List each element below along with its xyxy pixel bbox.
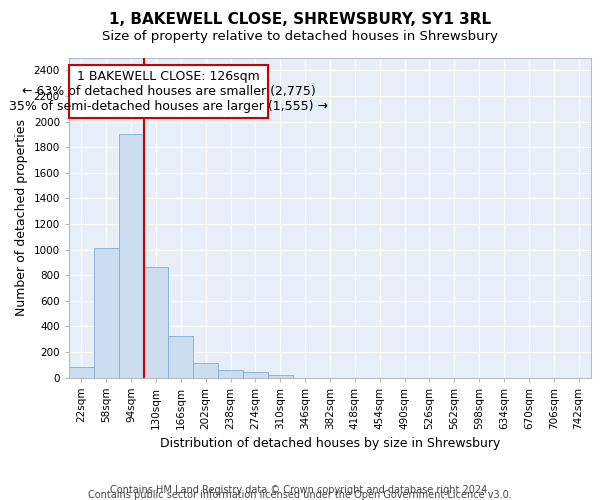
Text: 35% of semi-detached houses are larger (1,555) →: 35% of semi-detached houses are larger (… (9, 100, 328, 113)
Text: Contains HM Land Registry data © Crown copyright and database right 2024.: Contains HM Land Registry data © Crown c… (110, 485, 490, 495)
X-axis label: Distribution of detached houses by size in Shrewsbury: Distribution of detached houses by size … (160, 437, 500, 450)
Bar (243, 372, 268, 378)
Text: Contains public sector information licensed under the Open Government Licence v3: Contains public sector information licen… (88, 490, 512, 500)
Bar (119, 134, 143, 378)
Text: 1 BAKEWELL CLOSE: 126sqm: 1 BAKEWELL CLOSE: 126sqm (77, 70, 260, 83)
Bar (218, 370, 243, 378)
FancyBboxPatch shape (69, 64, 268, 118)
Bar (94, 248, 119, 378)
Bar (69, 368, 94, 378)
Y-axis label: Number of detached properties: Number of detached properties (15, 119, 28, 316)
Bar (193, 363, 218, 378)
Bar (143, 268, 169, 378)
Text: 1, BAKEWELL CLOSE, SHREWSBURY, SY1 3RL: 1, BAKEWELL CLOSE, SHREWSBURY, SY1 3RL (109, 12, 491, 28)
Bar (169, 336, 193, 378)
Text: Size of property relative to detached houses in Shrewsbury: Size of property relative to detached ho… (102, 30, 498, 43)
Text: ← 63% of detached houses are smaller (2,775): ← 63% of detached houses are smaller (2,… (22, 85, 316, 98)
Bar (268, 375, 293, 378)
